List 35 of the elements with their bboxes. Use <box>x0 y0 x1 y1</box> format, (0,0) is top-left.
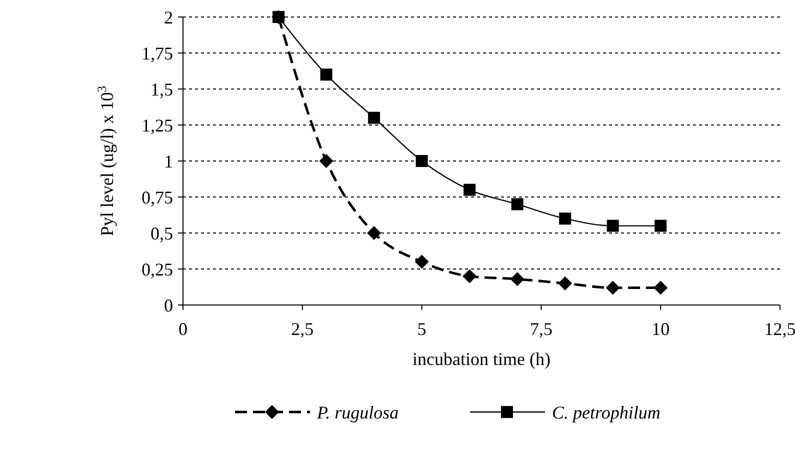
point <box>368 112 380 124</box>
y-tick-label: 1,25 <box>142 115 173 136</box>
point <box>464 184 476 196</box>
point <box>558 276 572 290</box>
x-tick-label: 5 <box>417 319 426 339</box>
y-tick-label: 0,25 <box>142 259 173 280</box>
point <box>272 11 285 23</box>
point <box>320 68 332 81</box>
point <box>414 254 429 269</box>
x-tick-label: 7,5 <box>530 319 552 339</box>
point <box>367 226 382 240</box>
legend-label: P. rugulosa <box>316 402 399 422</box>
point <box>606 220 619 232</box>
x-tick-label: 0 <box>178 319 188 339</box>
y-tick-label: 0 <box>164 295 173 316</box>
point <box>654 220 667 232</box>
point <box>416 155 428 167</box>
point <box>559 212 572 225</box>
legend-label: C. petrophilum <box>552 402 660 422</box>
point <box>606 280 620 295</box>
x-axis-title: incubation time (h) <box>412 349 550 369</box>
point <box>511 198 524 210</box>
x-tick-label: 2,5 <box>291 319 314 339</box>
y-tick-label: 0,75 <box>142 187 173 208</box>
point <box>510 272 524 286</box>
point <box>654 280 668 295</box>
y-tick-label: 1,5 <box>150 79 173 100</box>
y-tick-label: 0,5 <box>150 223 173 244</box>
point <box>462 269 477 284</box>
y-tick-label: 2 <box>164 7 173 28</box>
x-tick-label: 10 <box>652 319 670 339</box>
y-tick-label: 1 <box>164 151 173 172</box>
x-tick-label: 12,5 <box>764 319 795 339</box>
y-tick-label: 1,75 <box>142 43 173 64</box>
point <box>319 154 334 168</box>
